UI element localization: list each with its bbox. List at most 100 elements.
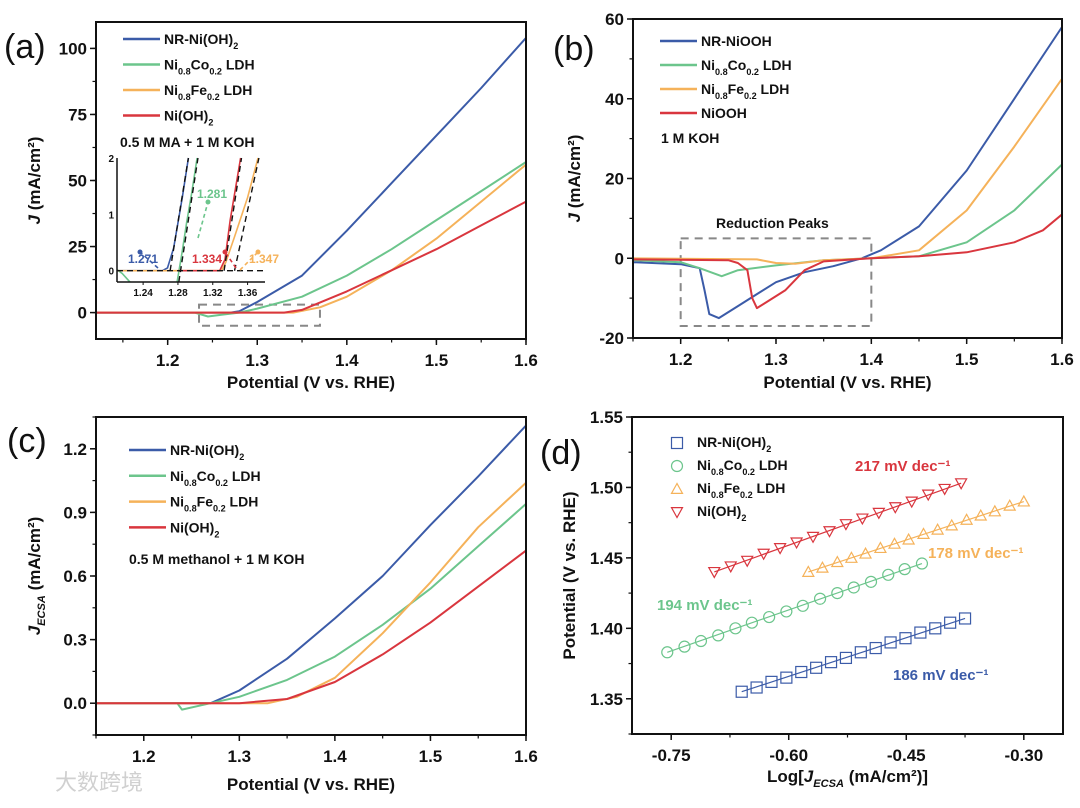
data-point [763, 610, 776, 624]
y-axis-title: JECSA (mA/cm²) [25, 517, 48, 636]
legend: NR-Ni(OH)2 Ni0.8Co0.2 LDH Ni0.8Fe0.2 LDH Ni… [670, 434, 788, 523]
data-point [830, 555, 844, 568]
series-line [96, 481, 526, 705]
series-group [96, 424, 526, 711]
data-point [882, 568, 895, 581]
electrolyte-annotation: 0.5 M methanol + 1 M KOH [129, 551, 304, 567]
data-point [887, 537, 902, 549]
data-point [712, 629, 725, 642]
inset-series-line [176, 157, 198, 282]
data-point [707, 566, 721, 579]
legend-label: NR-Ni(OH)2 [164, 31, 238, 51]
fit-line [741, 617, 966, 693]
panel-label: (a) [4, 28, 46, 66]
data-point [822, 526, 836, 538]
slope-label: 194 mV dec⁻¹ [657, 597, 752, 614]
data-point [815, 561, 829, 573]
data-point [873, 541, 887, 554]
plot-frame [632, 18, 1063, 339]
slope-label: 217 mV dec⁻¹ [855, 458, 950, 475]
y-axis-title: J (mA/cm²) [25, 137, 44, 225]
data-point [899, 632, 912, 645]
fit-line [714, 482, 962, 573]
legend-label: NiOOH [701, 105, 747, 121]
inset-x-tick-label: 1.32 [203, 288, 223, 299]
data-point [694, 634, 708, 648]
y-tick-label: 50 [68, 172, 87, 191]
data-point [839, 651, 853, 665]
data-point [902, 532, 916, 545]
data-point [831, 587, 844, 600]
legend: NR-Ni(OH)2 Ni0.8Co0.2 LDH Ni0.8Fe0.2 LDH Ni… [123, 31, 255, 128]
data-point [795, 665, 808, 679]
x-axis-title: Potential (V vs. RHE) [227, 775, 395, 794]
y-tick-label: 0 [615, 249, 624, 268]
series-line [96, 424, 526, 705]
y-axis-title: J (mA/cm²) [565, 135, 584, 223]
data-point [945, 518, 959, 531]
data-point [944, 616, 957, 629]
onset-label: 1.281 [197, 187, 227, 201]
inset-x-tick-label: 1.28 [168, 288, 188, 299]
legend-marker [670, 482, 684, 494]
x-tick-label: 1.4 [335, 351, 359, 370]
panel-c: 1.2 1.3 1.4 1.5 1.6 0.0 0.3 0.6 0.9 1.2 Potential … [7, 416, 538, 794]
y-tick-label: 1.45 [590, 549, 623, 568]
data-point [765, 675, 778, 688]
series-line [96, 549, 526, 705]
x-tick-label: 1.6 [514, 351, 538, 370]
series-line [96, 503, 526, 711]
data-point [915, 557, 929, 570]
series-group [661, 478, 1031, 698]
data-point [806, 531, 820, 544]
x-tick-label: 1.3 [228, 747, 252, 766]
data-point [921, 489, 935, 502]
x-axis-title: Potential (V vs. RHE) [763, 373, 931, 392]
series-line [96, 163, 526, 314]
data-point [974, 508, 988, 521]
onset-arrow [197, 201, 209, 239]
y-tick-label: 0.3 [63, 631, 87, 650]
data-point [958, 612, 972, 625]
y-axis-title: Potential (V vs. RHE) [560, 491, 579, 659]
legend-label: NR-NiOOH [701, 33, 772, 49]
data-point [810, 661, 823, 674]
data-point [790, 537, 804, 550]
legend: NR-Ni(OH)2 Ni0.8Co0.2 LDH Ni0.8Fe0.2 LDH Ni… [129, 442, 261, 539]
x-tick-label: 1.3 [764, 350, 788, 369]
data-point [888, 502, 902, 514]
slope-label: 186 mV dec⁻¹ [893, 667, 988, 684]
data-point [954, 478, 968, 490]
legend-label: Ni(OH)2 [164, 108, 213, 128]
data-point [757, 548, 771, 561]
data-point [898, 563, 911, 576]
data-point [855, 513, 869, 526]
data-point [661, 646, 674, 659]
panel-a: 1.2 1.3 1.4 1.5 1.6 0 25 50 75 100 Potential (V vs… [4, 21, 538, 392]
x-tick-label: 1.4 [323, 747, 347, 766]
panel-label: (c) [7, 422, 47, 460]
legend-label: Ni0.8Co0.2 LDH [697, 457, 788, 477]
y-tick-label: 75 [68, 105, 87, 124]
tangent-dashed [223, 157, 243, 271]
data-point [745, 616, 758, 629]
legend-marker [670, 459, 684, 473]
y-tick-label: 1.55 [590, 408, 623, 427]
onset-arrow [239, 251, 259, 271]
data-point [740, 555, 754, 568]
x-tick-label: 1.5 [419, 747, 443, 766]
data-point [914, 626, 927, 639]
series-line [633, 26, 1062, 320]
data-point [931, 522, 945, 535]
data-point [905, 496, 919, 509]
panel-label: (d) [540, 434, 582, 472]
data-point [796, 599, 809, 612]
data-point [872, 507, 886, 520]
data-point [824, 656, 838, 669]
y-tick-label: 1.50 [590, 478, 623, 497]
electrolyte-annotation: 1 M KOH [661, 130, 719, 146]
arrow-head-icon [205, 199, 211, 205]
y-tick-label: 40 [605, 90, 624, 109]
series-line [96, 161, 526, 318]
